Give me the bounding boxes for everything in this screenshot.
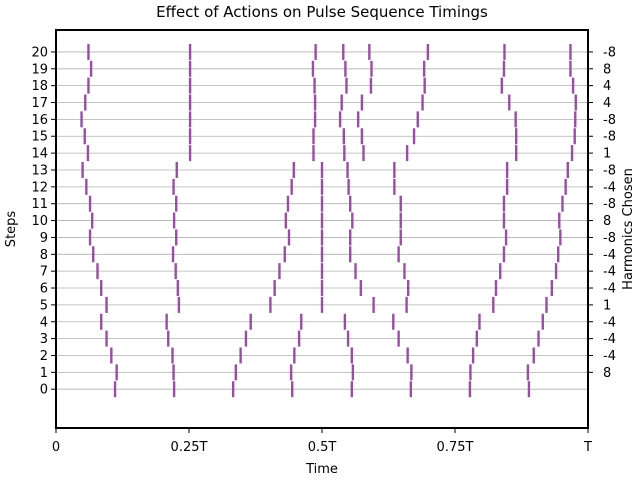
y-tick-label: 13: [31, 163, 48, 178]
y-tick-label: 7: [40, 265, 48, 280]
x-tick-label: 0.75T: [437, 440, 474, 455]
y-tick-label: 2: [40, 349, 48, 364]
x-tick-label: T: [583, 440, 592, 455]
x-tick-label: 0: [52, 440, 60, 455]
y-tick-label: 16: [31, 113, 48, 128]
harmonic-label: -4: [603, 248, 616, 263]
harmonic-label: 8: [603, 62, 611, 77]
x-axis-label: Time: [305, 462, 338, 477]
harmonic-label: -8: [603, 45, 616, 60]
harmonic-label: -4: [603, 349, 616, 364]
x-axis-ticks: 0 0.25T 0.5T 0.75T T: [52, 428, 592, 455]
pulse-marks: [80, 43, 577, 398]
y-tick-label: 9: [40, 231, 48, 246]
y-axis-label: Steps: [4, 211, 19, 248]
harmonic-label: -8: [603, 163, 616, 178]
harmonic-label: -8: [603, 130, 616, 145]
harmonic-label: 1: [603, 298, 611, 313]
y-tick-label: 19: [31, 62, 48, 77]
y-tick-label: 3: [40, 332, 48, 347]
y-tick-label: 0: [40, 383, 48, 398]
x-tick-label: 0.5T: [308, 440, 337, 455]
harmonic-label: -4: [603, 282, 616, 297]
y-tick-label: 1: [40, 366, 48, 381]
y-tick-label: 20: [31, 45, 48, 60]
harmonic-label: -4: [603, 332, 616, 347]
y-tick-label: 15: [31, 130, 48, 145]
harmonic-label: -8: [603, 231, 616, 246]
y-tick-label: 6: [40, 282, 48, 297]
y-tick-label: 8: [40, 248, 48, 263]
harmonic-label: 4: [603, 79, 611, 94]
plot-frame: [55, 29, 589, 429]
harmonic-label: 8: [603, 366, 611, 381]
y-tick-label: 12: [31, 180, 48, 195]
y-tick-label: 18: [31, 79, 48, 94]
harmonic-label: 4: [603, 96, 611, 111]
y-tick-label: 10: [31, 214, 48, 229]
harmonic-label: -8: [603, 197, 616, 212]
harmonic-label: -4: [603, 265, 616, 280]
right-axis-label: Harmonics Chosen: [621, 168, 636, 290]
y-tick-label: 4: [40, 315, 48, 330]
y-tick-label: 17: [31, 96, 48, 111]
y-tick-label: 14: [31, 147, 48, 162]
harmonic-label: 8: [603, 214, 611, 229]
y-tick-label: 5: [40, 298, 48, 313]
harmonic-label: 1: [603, 147, 611, 162]
x-tick-label: 0.25T: [171, 440, 208, 455]
y-tick-label: 11: [31, 197, 48, 212]
harmonic-label: -4: [603, 315, 616, 330]
chart-title: Effect of Actions on Pulse Sequence Timi…: [156, 3, 488, 21]
harmonic-label: -4: [603, 180, 616, 195]
harmonic-label: -8: [603, 113, 616, 128]
